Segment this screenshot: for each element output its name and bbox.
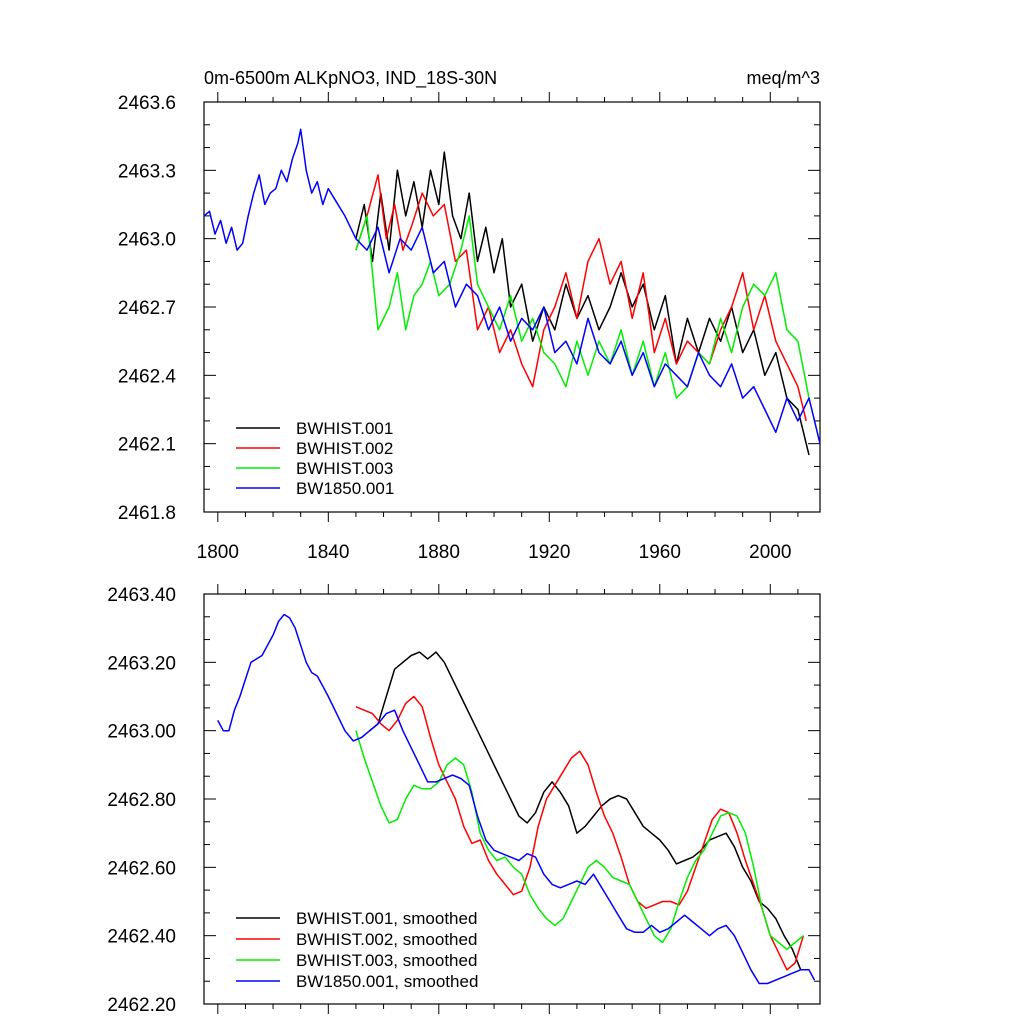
bottom-y-tick-label: 2462.40 (107, 927, 176, 948)
top-y-tick-label: 2462.1 (118, 435, 176, 456)
bottom-y-tick-label: 2463.40 (107, 585, 176, 606)
top-chart-title: 0m-6500m ALKpNO3, IND_18S-30N (204, 68, 497, 89)
bottom-y-tick-label: 2462.60 (107, 858, 176, 879)
top-legend-label: BWHIST.001 (296, 419, 393, 438)
top-x-tick-label: 1880 (418, 542, 460, 563)
top-x-tick-label: 1920 (528, 542, 570, 563)
top-x-tick-label: 1840 (307, 542, 349, 563)
top-chart-units: meq/m^3 (747, 68, 820, 88)
bottom-y-tick-label: 2463.00 (107, 722, 176, 743)
bottom-panel: 2462.20 2462.40 2462.60 2462.80 2463.00 2463.… (107, 584, 821, 1016)
top-y-tick-label: 2461.8 (118, 503, 176, 524)
top-x-tick-label: 2000 (749, 542, 791, 563)
bottom-series-line-3 (217, 613, 816, 985)
bottom-legend-label: BWHIST.003, smoothed (296, 951, 477, 970)
top-y-tick-label: 2463.0 (118, 230, 176, 251)
top-y-tick-label: 2462.7 (118, 298, 176, 319)
bottom-y-tick-label: 2462.80 (107, 790, 176, 811)
bottom-y-tick-label: 2462.20 (107, 995, 176, 1016)
top-legend-label: BWHIST.002 (296, 439, 393, 458)
top-x-tick-label: 1960 (639, 542, 681, 563)
top-panel: 0m-6500m ALKpNO3, IND_18S-30N meq/m^3 18… (118, 68, 821, 563)
top-y-tick-label: 2462.4 (118, 366, 177, 387)
top-legend-label: BW1850.001 (296, 479, 394, 498)
top-series-line-1 (355, 174, 807, 422)
bottom-legend-label: BWHIST.001, smoothed (296, 909, 477, 928)
bottom-series-line-2 (355, 730, 804, 951)
bottom-series-line-0 (369, 651, 802, 971)
top-series-line-3 (203, 128, 821, 444)
bottom-legend-label: BWHIST.002, smoothed (296, 930, 477, 949)
bottom-legend-label: BW1850.001, smoothed (296, 972, 478, 991)
top-legend-label: BWHIST.003 (296, 459, 393, 478)
bottom-series-line-1 (355, 695, 805, 971)
top-y-tick-label: 2463.3 (118, 161, 176, 182)
bottom-y-tick-label: 2463.20 (107, 653, 176, 674)
top-x-tick-label: 1800 (197, 542, 239, 563)
top-series-line-2 (355, 215, 810, 399)
top-y-tick-label: 2463.6 (118, 93, 176, 114)
